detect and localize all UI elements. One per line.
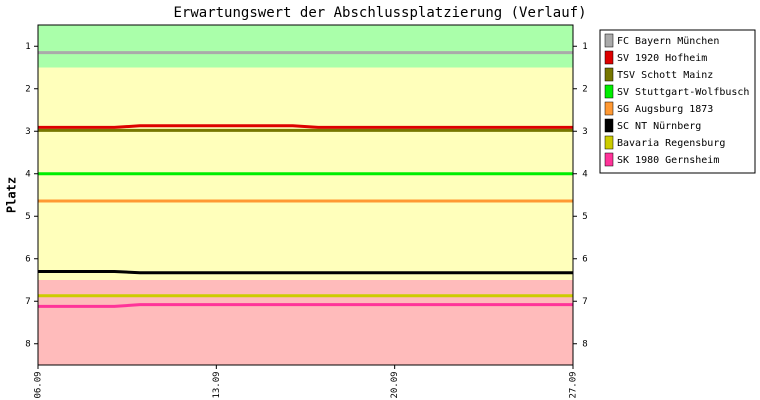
x-tick-label: 20.09 [390,371,400,398]
x-tick-label: 06.09 [34,371,44,398]
y-tick-label: 6 [582,254,587,264]
y-tick-label: 3 [25,127,30,137]
y-tick-label: 5 [582,212,587,222]
legend-box [599,29,756,174]
y-tick-label: 7 [25,297,30,307]
legend-label: TSV Schott Mainz [617,70,713,81]
plot-frame [37,24,574,366]
y-tick-label: 3 [582,127,587,137]
x-tick-label: 13.09 [212,371,222,398]
legend-label: Bavaria Regensburg [617,138,725,149]
series-line [38,124,573,129]
x-tick-label: 27.09 [569,371,579,398]
y-tick-label: 2 [582,84,587,94]
chart-title: Erwartungswert der Abschlussplatzierung … [173,5,586,21]
legend-swatch [604,84,614,99]
legend-swatch [604,135,614,150]
legend-swatch [604,152,614,167]
legend-label: SV Stuttgart-Wolfbusch [617,87,749,98]
legend-label: SC NT Nürnberg [617,121,701,132]
y-tick-label: 8 [582,339,587,349]
legend-label: FC Bayern München [617,36,719,47]
y-tick-label: 4 [25,169,30,179]
legend-swatch [604,118,614,133]
legend-swatch [604,50,614,65]
y-tick-label: 2 [25,84,30,94]
series-line [38,303,573,308]
legend-label: SV 1920 Hofheim [617,53,707,64]
legend-swatch [604,67,614,82]
y-tick-label: 1 [582,42,587,52]
y-axis-label: Platz [5,177,19,213]
legend-swatch [604,101,614,116]
y-tick-label: 8 [25,339,30,349]
series-line [38,270,573,275]
background-band [38,280,573,365]
legend-label: SG Augsburg 1873 [617,104,713,115]
y-tick-label: 4 [582,169,587,179]
legend-swatch [604,33,614,48]
background-band [38,25,573,68]
y-tick-label: 7 [582,297,587,307]
y-tick-label: 5 [25,212,30,222]
y-tick-label: 6 [25,254,30,264]
y-tick-label: 1 [25,42,30,52]
legend-label: SK 1980 Gernsheim [617,155,719,166]
